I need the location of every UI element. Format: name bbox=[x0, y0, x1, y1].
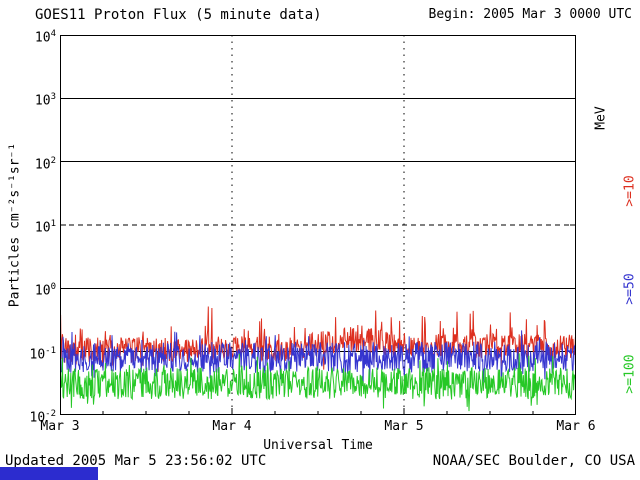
x-tick-label: Mar 6 bbox=[556, 419, 596, 434]
legend-label-ge50: >=50 bbox=[622, 273, 638, 305]
y-tick-label: 100 bbox=[34, 282, 56, 299]
x-axis-title: Universal Time bbox=[263, 438, 373, 453]
series-line->=50 bbox=[60, 330, 576, 386]
y-tick-label: 102 bbox=[34, 155, 56, 172]
begin-time-label: Begin: 2005 Mar 3 0000 UTC bbox=[428, 7, 633, 22]
legend-label-ge100: >=100 bbox=[622, 354, 638, 394]
y-tick-label: 101 bbox=[34, 219, 56, 236]
x-tick-label: Mar 3 bbox=[40, 419, 80, 434]
series-line->=10 bbox=[60, 306, 576, 372]
x-tick-label: Mar 4 bbox=[212, 419, 252, 434]
y-tick-label: 10-2 bbox=[29, 409, 57, 426]
source-credit: NOAA/SEC Boulder, CO USA bbox=[432, 453, 635, 469]
legend-label-ge10: >=10 bbox=[622, 175, 638, 207]
bottom-blue-bar bbox=[0, 467, 98, 480]
y-tick-label: 103 bbox=[34, 92, 56, 109]
right-axis-unit-label: MeV bbox=[593, 106, 609, 130]
chart-title: GOES11 Proton Flux (5 minute data) bbox=[35, 7, 322, 23]
flux-plot bbox=[60, 35, 576, 415]
updated-timestamp: Updated 2005 Mar 5 23:56:02 UTC bbox=[5, 453, 267, 469]
x-tick-label: Mar 5 bbox=[384, 419, 424, 434]
y-tick-label: 104 bbox=[34, 29, 56, 46]
series-line->=100 bbox=[60, 353, 576, 412]
y-tick-label: 10-1 bbox=[29, 345, 57, 362]
